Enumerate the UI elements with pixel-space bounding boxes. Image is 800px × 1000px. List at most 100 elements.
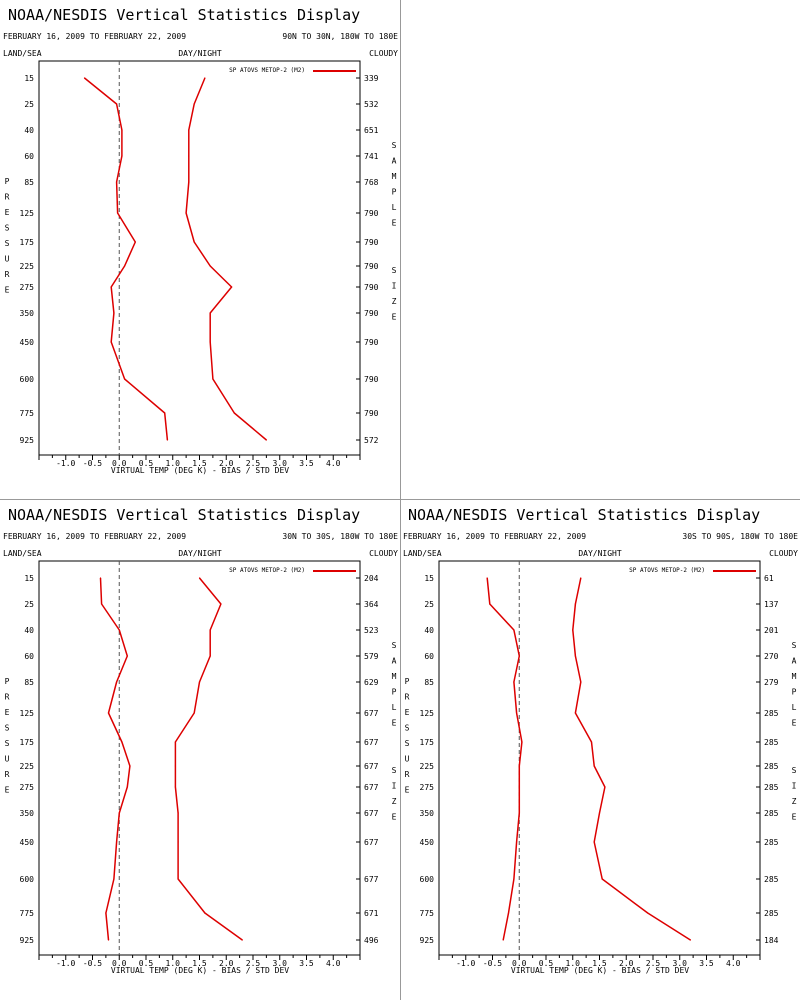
region-label: 30N TO 30S, 180W TO 180E	[282, 532, 398, 541]
day-night-label: DAY/NIGHT	[178, 549, 222, 558]
std-dev-point	[590, 741, 593, 743]
std-dev-point	[209, 341, 211, 343]
pressure-level-label: 600	[20, 875, 35, 884]
pressure-level-label: 40	[24, 126, 34, 135]
x-tick-label: -0.5	[83, 959, 102, 968]
bias-point	[515, 712, 518, 714]
vertical-stats-chart: NOAA/NESDIS Vertical Statistics Display F…	[3, 6, 398, 475]
sample-axis-letter: L	[392, 203, 397, 212]
cloudy-label: CLOUDY	[369, 549, 398, 558]
x-tick-label: 0.5	[139, 959, 154, 968]
pressure-axis-letter: S	[5, 739, 10, 748]
bias-point	[129, 765, 131, 767]
sample-size-label: 741	[364, 152, 379, 161]
pressure-level-label: 60	[24, 652, 34, 661]
sample-size-label: 677	[364, 762, 379, 771]
sample-size-label: 364	[364, 600, 379, 609]
x-tick-label: -0.5	[83, 459, 102, 468]
x-tick-label: -1.0	[56, 959, 75, 968]
bias-point	[121, 129, 123, 131]
sample-size-label: 279	[764, 678, 779, 687]
bias-point	[166, 439, 168, 441]
std-dev-series-line	[174, 577, 243, 941]
x-tick-label: 2.5	[246, 459, 261, 468]
pressure-level-label: 450	[420, 838, 435, 847]
x-tick-label: 1.5	[592, 959, 607, 968]
sample-size-label: 339	[364, 74, 379, 83]
sample-size-label: 61	[764, 574, 774, 583]
pressure-level-label: 60	[24, 152, 34, 161]
x-tick-label: 0.0	[112, 459, 127, 468]
pressure-axis-letter: U	[405, 755, 410, 764]
sample-size-label: 496	[364, 936, 379, 945]
region-label: 30S TO 90S, 180W TO 180E	[682, 532, 798, 541]
land-sea-label: LAND/SEA	[403, 549, 442, 558]
bias-point	[118, 812, 120, 814]
sample-size-label: 677	[364, 809, 379, 818]
std-dev-point	[231, 286, 233, 288]
x-tick-label: 4.0	[726, 959, 741, 968]
bias-point	[489, 603, 491, 605]
x-tick-label: -0.5	[483, 959, 502, 968]
legend-label: SP ATOVS METOP-2 (M2)	[229, 67, 305, 74]
bias-point	[518, 812, 520, 814]
bias-point	[521, 741, 523, 743]
std-dev-point	[209, 655, 211, 657]
pressure-level-label: 175	[20, 738, 35, 747]
sample-axis-letter: E	[792, 719, 797, 728]
x-tick-label: 3.5	[299, 459, 314, 468]
x-tick-label: 1.0	[566, 959, 581, 968]
bias-series-line	[84, 77, 169, 441]
bias-point	[164, 412, 166, 414]
sample-size-label: 285	[764, 709, 779, 718]
x-tick-label: 3.0	[273, 459, 288, 468]
bias-point	[126, 655, 128, 657]
pressure-level-label: 350	[420, 809, 435, 818]
bias-point	[117, 212, 119, 214]
sample-size-label: 532	[364, 100, 379, 109]
pressure-level-label: 275	[20, 783, 35, 792]
bias-point	[99, 577, 102, 579]
std-dev-point	[177, 812, 179, 814]
pressure-level-label: 15	[424, 574, 434, 583]
size-axis-letter: Z	[392, 297, 397, 306]
bias-point	[83, 77, 86, 79]
bias-point	[115, 181, 118, 183]
bias-point	[113, 312, 115, 314]
sample-axis-letter: E	[392, 719, 397, 728]
pressure-level-label: 25	[24, 600, 34, 609]
sample-size-label: 790	[364, 409, 379, 418]
cloudy-label: CLOUDY	[769, 549, 798, 558]
std-dev-point	[593, 765, 595, 767]
x-tick-label: 3.5	[699, 959, 714, 968]
bias-point	[121, 741, 123, 743]
pressure-level-label: 275	[20, 283, 35, 292]
std-dev-series-line	[572, 577, 691, 941]
bias-point	[507, 912, 510, 914]
panel-divider-vertical	[400, 0, 401, 1000]
std-dev-point	[188, 129, 190, 131]
x-tick-label: 4.0	[326, 459, 341, 468]
sample-axis-letter: E	[392, 219, 397, 228]
sample-size-label: 285	[764, 738, 779, 747]
bias-point	[115, 841, 118, 843]
pressure-level-label: 125	[20, 709, 35, 718]
bias-point	[110, 286, 112, 288]
pressure-axis-letter: E	[5, 286, 10, 295]
pressure-axis-letter: E	[405, 786, 410, 795]
sample-size-label: 790	[364, 309, 379, 318]
std-dev-point	[177, 878, 179, 880]
pressure-axis-letter: P	[5, 177, 10, 186]
pressure-level-label: 25	[424, 600, 434, 609]
x-tick-label: 2.0	[219, 959, 234, 968]
land-sea-label: LAND/SEA	[3, 549, 42, 558]
std-dev-point	[220, 603, 222, 605]
date-range: FEBRUARY 16, 2009 TO FEBRUARY 22, 2009	[3, 32, 186, 41]
bias-point	[100, 603, 103, 605]
pressure-level-label: 275	[420, 783, 435, 792]
pressure-axis-letter: S	[405, 724, 410, 733]
std-dev-point	[193, 241, 195, 243]
x-tick-label: 2.0	[219, 459, 234, 468]
legend-label: SP ATOVS METOP-2 (M2)	[629, 567, 705, 574]
bias-point	[518, 786, 520, 788]
